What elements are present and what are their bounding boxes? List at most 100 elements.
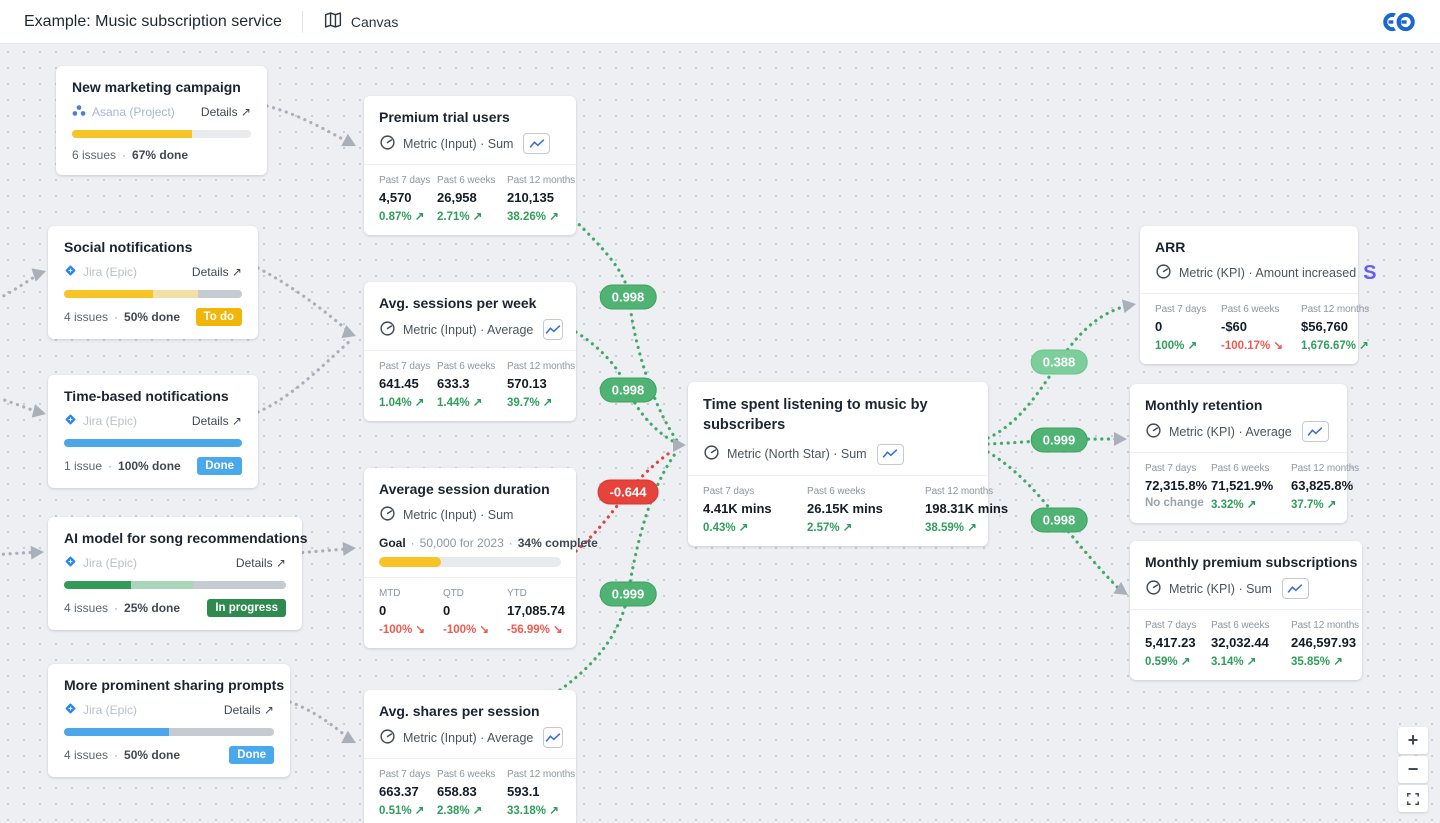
stat-label: Past 6 weeks [1211,620,1270,631]
metric-card-avg-sessions-per-week[interactable]: Avg. sessions per week Metric (Input) · … [364,282,576,421]
stat-label: Past 7 days [379,361,431,372]
line-chart-icon[interactable] [1301,421,1329,442]
asana-icon [72,104,86,120]
metric-card-average-session-duration[interactable]: Average session duration Metric (Input) … [364,468,598,648]
stat-value: 633.3 [437,376,470,391]
separator: · [114,601,119,615]
progress-bar [64,290,242,298]
stat-label: Past 12 months [1291,463,1360,474]
stat-delta: 2.38% ↗ [437,805,483,817]
divider [364,164,576,165]
details-link[interactable]: Details ↗ [235,556,286,570]
line-chart-icon[interactable] [543,319,564,340]
line-chart-icon[interactable] [876,443,904,465]
separator: · [114,748,119,762]
details-link[interactable]: Details ↗ [191,265,242,279]
header-divider [301,10,303,33]
correlation-badge[interactable]: 0.999 [599,581,657,607]
stat-value: 71,521.9% [1211,478,1274,493]
stat-value: 26,958 [437,190,477,205]
correlation-badge[interactable]: 0.998 [1030,507,1088,533]
progress-bar [64,728,274,736]
done-percent: 25% done [124,601,181,615]
issues-count: 6 issues [72,148,117,162]
issues-count: 4 issues [64,310,109,324]
correlation-badge[interactable]: 0.999 [1030,427,1088,453]
tab-canvas[interactable]: Canvas [323,11,398,32]
page-title: Example: Music subscription service [24,12,282,30]
stat-delta: -100.17% ↘ [1221,340,1284,352]
stat-value: 63,825.8% [1291,478,1354,493]
metric-title: Time spent listening to music by subscri… [703,397,928,434]
source-label: Jira (Epic) [83,703,138,717]
stat-value: 0 [1155,319,1163,334]
divider [1130,452,1347,453]
correlation-badge[interactable]: 0.998 [599,377,657,403]
stat-delta: 0.43% ↗ [703,521,749,534]
stat-label: Past 7 days [379,769,431,780]
canvas-viewport[interactable]: 0.998 0.998 -0.644 0.999 0.388 0.999 0.9… [0,44,1440,823]
metric-card-avg-shares-per-session[interactable]: Avg. shares per session Metric (Input) ·… [364,690,576,823]
source-label: Jira (Epic) [83,265,138,279]
metric-card-arr[interactable]: ARR Metric (KPI) · Amount increased S Pa… [1140,226,1377,364]
work-card-ai-model[interactable]: AI model for song recommendations Jira (… [48,517,307,630]
details-link[interactable]: Details ↗ [200,105,251,119]
stat-delta: -100% ↘ [443,624,490,636]
stat-value: 5,417.23 [1145,635,1196,650]
stat-delta: -56.99% ↘ [507,624,563,636]
details-link[interactable]: Details ↗ [191,414,242,428]
stat-value: 4,570 [379,190,412,205]
card-title: Time-based notifications [64,388,229,404]
metric-card-monthly-premium-subscriptions[interactable]: Monthly premium subscriptions Metric (KP… [1130,541,1362,680]
done-percent: 100% done [118,459,181,473]
details-link[interactable]: Details ↗ [223,703,274,717]
status-badge: In progress [207,599,286,617]
correlation-badge[interactable]: -0.644 [597,479,659,505]
metric-type: Metric (Input) · Average [403,730,534,745]
metric-card-premium-trial-users[interactable]: Premium trial users Metric (Input) · Sum… [364,96,576,235]
divider [688,474,988,476]
gauge-icon [379,505,396,525]
stat-value: 32,032.44 [1211,635,1269,650]
work-card-new-marketing-campaign[interactable]: New marketing campaign Asana (Project) D… [56,66,267,175]
metric-title: Average session duration [379,481,550,497]
doubleloop-logo[interactable] [1380,9,1418,34]
stat-delta: 2.71% ↗ [437,211,483,223]
line-chart-icon[interactable] [543,727,564,748]
stat-delta: 2.57% ↗ [807,521,853,534]
work-card-social-notifications[interactable]: Social notifications Jira (Epic) Details… [48,226,258,339]
gauge-icon [379,134,396,154]
stat-delta: No change [1145,497,1204,509]
stat-delta: 38.26% ↗ [507,211,559,223]
work-card-time-based-notifications[interactable]: Time-based notifications Jira (Epic) Det… [48,375,258,488]
stat-value: 641.45 [379,376,419,391]
correlation-badge[interactable]: 0.388 [1030,349,1088,375]
stat-label: Past 7 days [1145,620,1197,631]
stat-delta: 37.7% ↗ [1291,499,1337,511]
top-bar: Example: Music subscription service Canv… [0,0,1440,44]
goal-complete: 34% complete [517,536,598,550]
stat-value: 663.37 [379,784,419,799]
gauge-icon [1155,263,1172,283]
metric-card-north-star[interactable]: Time spent listening to music by subscri… [688,382,1008,546]
stat-label: QTD [443,588,464,599]
stat-delta: 39.7% ↗ [507,397,553,409]
metric-title: ARR [1155,239,1186,255]
line-chart-icon[interactable] [523,133,551,154]
fit-view-button[interactable] [1398,785,1428,812]
stat-value: $56,760 [1301,319,1348,334]
correlation-badge[interactable]: 0.998 [599,284,657,310]
stat-delta: 1.04% ↗ [379,397,425,409]
metric-card-monthly-retention[interactable]: Monthly retention Metric (KPI) · Average… [1130,384,1359,523]
zoom-out-button[interactable]: − [1398,756,1428,783]
goal-progress-bar [379,557,561,567]
gauge-icon [1145,579,1162,599]
zoom-in-button[interactable]: + [1398,727,1428,754]
card-title: New marketing campaign [72,79,241,95]
stat-value: -$60 [1221,319,1248,334]
work-card-sharing-prompts[interactable]: More prominent sharing prompts Jira (Epi… [48,664,290,777]
line-chart-icon[interactable] [1281,578,1309,599]
stat-label: MTD [379,588,401,599]
metric-type: Metric (Input) · Sum [403,136,514,151]
separator: · [108,459,113,473]
